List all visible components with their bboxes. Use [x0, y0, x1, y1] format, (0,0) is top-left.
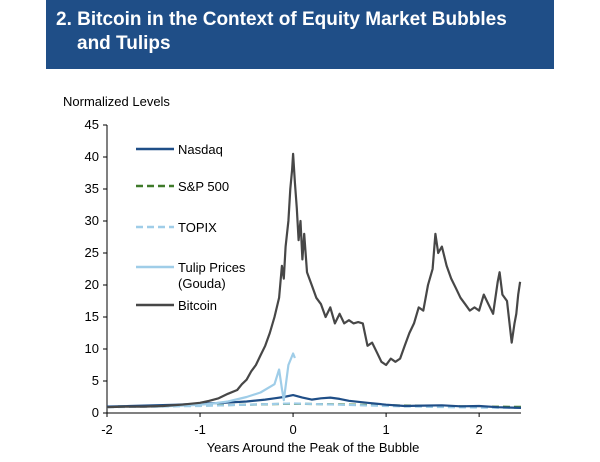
axes: 0 5 10 15 20 25 30 35 40 45 -2 -1 0 1 2 — [85, 117, 521, 437]
y-tick-label: 0 — [92, 405, 99, 420]
legend-label-tulip-prices-gouda: Tulip Prices (Gouda) — [178, 260, 246, 291]
series-line-bitcoin — [106, 152, 522, 409]
y-tick-label: 35 — [85, 181, 99, 196]
series-line-tulip-prices-gouda — [153, 352, 296, 408]
y-tick-label: 15 — [85, 309, 99, 324]
x-tick-label: 2 — [476, 422, 483, 437]
x-tick-label: -1 — [194, 422, 206, 437]
y-tick-label: 45 — [85, 117, 99, 132]
x-tick-label: 1 — [382, 422, 389, 437]
legend-label-nasdaq: Nasdaq — [178, 142, 223, 157]
y-tick-label: 5 — [92, 373, 99, 388]
chart-title-line-1: 2. Bitcoin in the Context of Equity Mark… — [56, 9, 507, 30]
y-tick-label: 30 — [85, 213, 99, 228]
series-layer — [106, 152, 522, 409]
legend-label-bitcoin: Bitcoin — [178, 298, 217, 313]
x-axis-title: Years Around the Peak of the Bubble — [207, 440, 420, 455]
y-tick-label: 40 — [85, 149, 99, 164]
legend-label-topix: TOPIX — [178, 220, 217, 235]
chart-title: 2. Bitcoin in the Context of Equity Mark… — [46, 0, 554, 69]
x-tick-label: -2 — [101, 422, 113, 437]
legend: Nasdaq S&P 500 TOPIX Tulip Prices (Gouda) Bit… — [136, 142, 246, 313]
y-tick-label: 10 — [85, 341, 99, 356]
y-tick-label: 25 — [85, 245, 99, 260]
chart-title-line-2: and Tulips — [77, 33, 171, 54]
y-tick-label: 20 — [85, 277, 99, 292]
legend-label-s-p-500: S&P 500 — [178, 179, 229, 194]
y-axis-title: Normalized Levels — [63, 94, 170, 109]
x-tick-label: 0 — [289, 422, 296, 437]
